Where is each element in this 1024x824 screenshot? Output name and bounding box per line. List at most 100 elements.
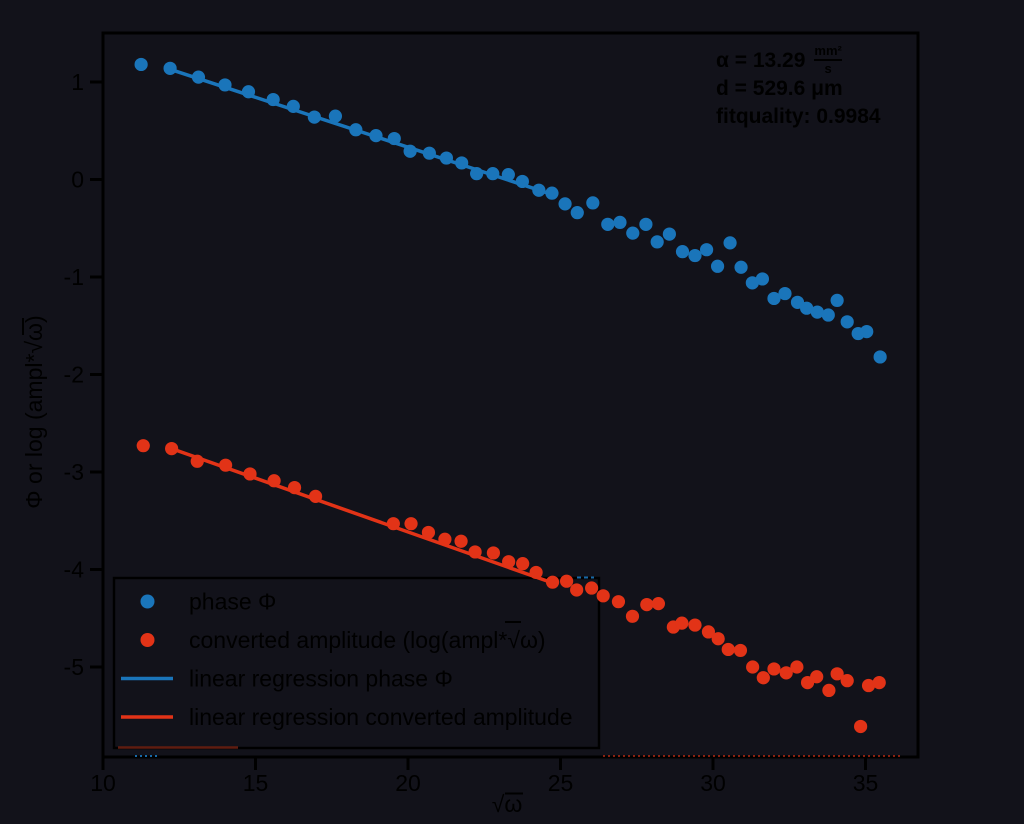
- data-point: [243, 467, 257, 481]
- data-point: [733, 643, 748, 658]
- data-point: [502, 555, 516, 569]
- data-point: [369, 129, 383, 143]
- legend-frame: [112, 576, 601, 750]
- data-point: [840, 315, 854, 329]
- data-point: [218, 78, 232, 92]
- data-point: [626, 226, 640, 240]
- data-point: [746, 660, 760, 674]
- legend: phase Φ converted amplitude (log(ampl*√ω…: [112, 576, 601, 750]
- data-point: [266, 92, 280, 107]
- x-tick-label: 10: [90, 770, 116, 796]
- fit-alpha-unit-fraction: mm² s: [814, 43, 842, 75]
- data-point: [854, 719, 868, 734]
- data-point: [516, 557, 530, 571]
- data-point: [745, 276, 759, 290]
- x-tick-label: 35: [853, 770, 879, 796]
- data-point: [191, 70, 206, 84]
- y-axis-label: Φ or log (ampl*√ω): [21, 315, 47, 508]
- data-point: [840, 674, 854, 688]
- data-point: [611, 595, 626, 609]
- data-point: [586, 196, 600, 210]
- data-point: [688, 248, 702, 263]
- data-point: [134, 57, 148, 72]
- x-axis-label: √ω: [492, 791, 523, 817]
- data-point: [404, 517, 418, 531]
- data-point: [136, 439, 150, 453]
- data-point: [721, 642, 735, 657]
- data-point: [800, 301, 814, 315]
- legend-label-regression-phase: linear regression phase Φ: [189, 666, 453, 692]
- x-axis-ticks: 10 15 20 25 30 35: [90, 757, 878, 796]
- fit-quality-line: fitquality: 0.9984: [716, 105, 881, 128]
- data-point: [454, 534, 468, 548]
- data-point: [387, 131, 401, 146]
- data-point: [872, 676, 886, 690]
- y-tick-label: -2: [64, 362, 84, 388]
- data-point: [328, 109, 343, 123]
- data-point: [830, 293, 844, 307]
- data-point: [570, 583, 584, 597]
- data-point: [287, 481, 302, 495]
- x-tick-label: 20: [395, 770, 421, 796]
- y-tick-label: 1: [71, 69, 84, 95]
- data-point: [386, 517, 400, 531]
- data-point: [585, 581, 599, 595]
- fit-alpha-line: α = 13.29 mm² s: [716, 43, 881, 75]
- data-point: [810, 670, 824, 684]
- data-point: [403, 144, 417, 158]
- x-tick-label: 15: [243, 770, 269, 796]
- data-point: [308, 489, 323, 503]
- data-point: [241, 85, 256, 99]
- data-point: [790, 660, 804, 674]
- data-point: [219, 458, 233, 472]
- data-point: [267, 474, 281, 488]
- data-point: [822, 683, 836, 698]
- data-point: [675, 245, 690, 259]
- data-point: [613, 215, 627, 229]
- data-point: [710, 259, 725, 273]
- data-point: [779, 666, 793, 680]
- data-series: [134, 57, 887, 734]
- data-point: [662, 227, 676, 241]
- x-axis-label-group: √ω: [492, 791, 523, 817]
- scatter-series: [136, 439, 886, 734]
- data-point: [625, 609, 640, 623]
- data-point: [767, 291, 781, 306]
- data-point: [286, 99, 300, 113]
- data-point: [640, 598, 654, 612]
- legend-label-regression-amplitude: linear regression converted amplitude: [189, 704, 573, 730]
- fit-thickness-line: d = 529.6 μm: [716, 77, 843, 100]
- data-point: [596, 589, 610, 603]
- y-tick-label: -5: [64, 654, 84, 680]
- data-point: [651, 597, 666, 611]
- data-point: [810, 305, 824, 319]
- data-point: [529, 565, 543, 580]
- plot-frame: [101, 31, 920, 759]
- data-point: [486, 167, 500, 181]
- x-tick-label: 30: [700, 770, 726, 796]
- data-point: [688, 618, 702, 632]
- fraction-bar: [814, 59, 842, 61]
- fit-alpha-unit-numerator: mm²: [814, 43, 842, 59]
- data-point: [422, 146, 436, 160]
- data-point: [821, 308, 835, 322]
- data-point: [501, 168, 515, 182]
- y-axis-ticks: 1 0 -1 -2 -3 -4 -5: [64, 69, 103, 680]
- data-point: [438, 532, 452, 546]
- data-point: [515, 174, 529, 189]
- data-point: [163, 61, 177, 75]
- data-point: [545, 186, 559, 200]
- data-point: [468, 545, 482, 559]
- y-tick-label: -4: [64, 557, 85, 583]
- data-point: [545, 575, 560, 589]
- y-tick-label: 0: [71, 167, 84, 193]
- regression-line: [169, 446, 555, 585]
- data-point: [570, 206, 584, 220]
- data-point: [532, 183, 546, 197]
- data-point: [470, 167, 484, 181]
- x-tick-label: 25: [548, 770, 574, 796]
- data-point: [650, 235, 664, 249]
- legend-marker-phase: [140, 594, 155, 609]
